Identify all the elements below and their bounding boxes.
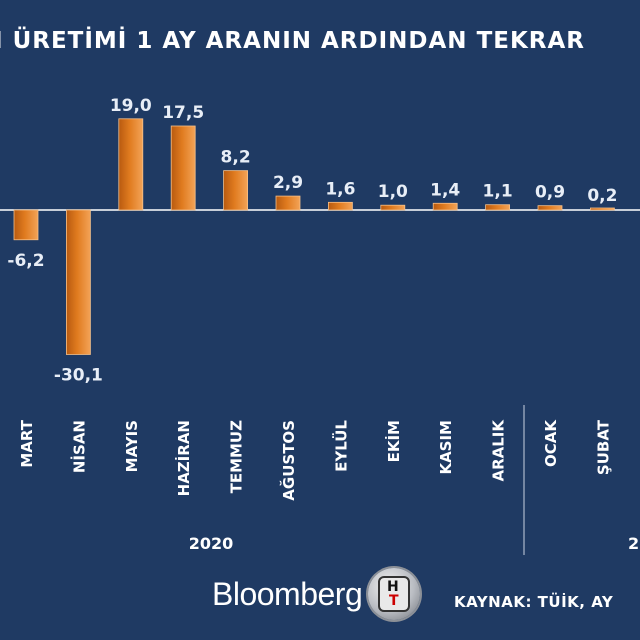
- category-label: EYLÜL: [331, 420, 350, 472]
- bar-AĞUSTOS: [275, 195, 301, 211]
- bar-ARALIK: [485, 204, 511, 211]
- chart-title: İ ÜRETİMİ 1 AY ARANIN ARDINDAN TEKRAR: [0, 28, 640, 68]
- value-label: -30,1: [54, 365, 103, 385]
- category-label: MAYIS: [123, 420, 141, 472]
- value-label: 1,0: [378, 182, 408, 202]
- category-label: EKİM: [384, 420, 403, 462]
- value-label: 0,9: [535, 183, 565, 203]
- value-label: 19,0: [110, 96, 152, 116]
- bar-MART: [13, 209, 39, 241]
- bar-HAZİRAN: [170, 125, 196, 211]
- category-label: OCAK: [542, 419, 560, 467]
- bar-ŞUBAT: [590, 207, 615, 211]
- value-label: 8,2: [221, 148, 251, 168]
- year-label-2020: 2020: [189, 534, 234, 553]
- bar-OCAK: [537, 205, 563, 211]
- value-label: 0,2: [587, 186, 617, 206]
- bloomberg-logo: Bloomberg: [212, 576, 363, 612]
- bar-KASIM: [432, 202, 458, 211]
- bar-EKİM: [380, 204, 406, 211]
- bar-MAYIS: [118, 118, 144, 211]
- value-label: 1,1: [483, 182, 513, 202]
- category-label: TEMMUZ: [228, 420, 246, 494]
- category-label: MART: [18, 419, 36, 467]
- category-label: NİSAN: [69, 420, 88, 473]
- value-label: -6,2: [7, 251, 44, 271]
- value-label: 2,9: [273, 173, 303, 193]
- value-label: 1,4: [430, 180, 460, 200]
- category-label: KASIM: [437, 420, 455, 475]
- value-label: 1,6: [325, 179, 355, 199]
- source-note: KAYNAK: TÜİK, AY: [454, 593, 614, 611]
- bar-NİSAN: [66, 209, 91, 355]
- bar-TEMMUZ: [223, 170, 249, 211]
- value-label: 17,5: [162, 103, 204, 123]
- category-label: AĞUSTOS: [279, 420, 298, 501]
- year-label-next: 2: [628, 534, 639, 553]
- category-label: HAZİRAN: [174, 420, 193, 496]
- bar-EYLÜL: [327, 201, 353, 211]
- chart-title-text: İ ÜRETİMİ 1 AY ARANIN ARDINDAN TEKRAR: [0, 28, 586, 54]
- category-label: ŞUBAT: [594, 419, 612, 475]
- category-label: ARALIK: [490, 419, 508, 482]
